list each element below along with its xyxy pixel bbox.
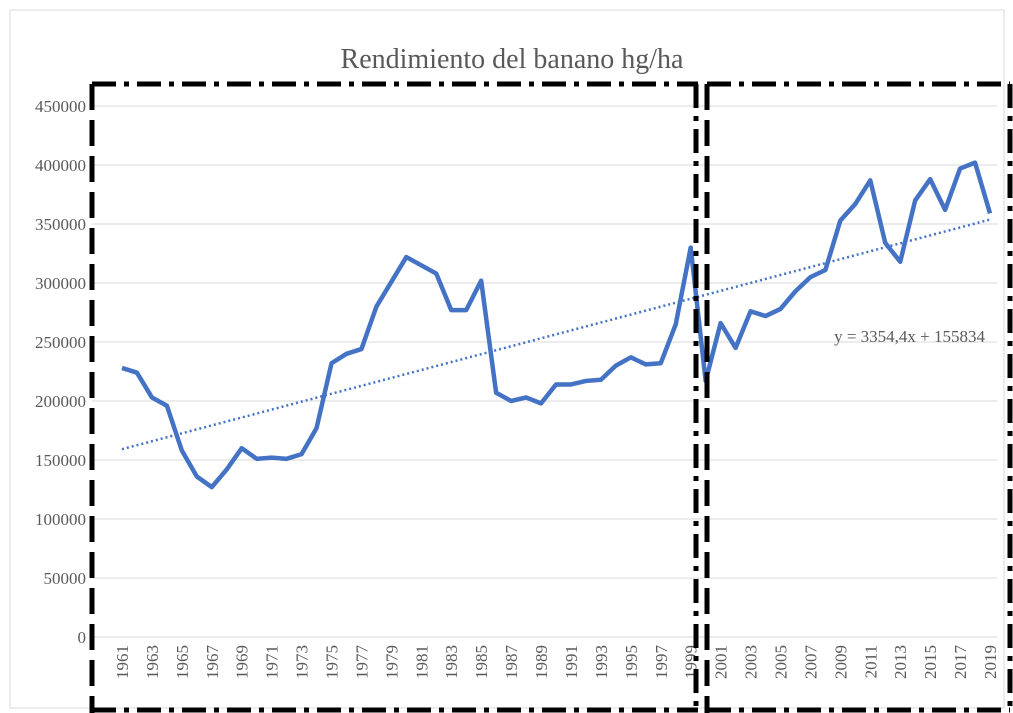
- x-tick-label: 2001: [712, 645, 731, 679]
- x-tick-label: 1977: [352, 645, 371, 680]
- y-tick-label: 100000: [35, 510, 86, 529]
- plot-area: 0 50000 100000 150000 200000 250000 300000 3500…: [35, 97, 1000, 679]
- y-tick-label: 200000: [35, 392, 86, 411]
- overlay-boxes: [89, 81, 1013, 713]
- y-tick-label: 300000: [35, 274, 86, 293]
- y-tick-label: 0: [78, 628, 87, 647]
- x-tick-label: 2015: [921, 645, 940, 679]
- y-tick-label: 400000: [35, 156, 86, 175]
- x-tick-label: 1995: [622, 645, 641, 679]
- x-tick-label: 1975: [323, 645, 342, 679]
- trendline-equation: y = 3354,4x + 155834: [834, 327, 985, 346]
- x-tick-label: 1961: [113, 645, 132, 679]
- x-tick-label: 1973: [293, 645, 312, 679]
- x-tick-label: 1989: [532, 645, 551, 679]
- y-tick-label: 250000: [35, 333, 86, 352]
- chart-border: [9, 9, 1005, 709]
- chart-title: Rendimiento del banano hg/ha: [341, 44, 684, 75]
- y-tick-label: 150000: [35, 451, 86, 470]
- x-tick-label: 2013: [891, 645, 910, 679]
- x-tick-label: 1965: [173, 645, 192, 679]
- x-tick-label: 1969: [233, 645, 252, 679]
- x-tick-label: 2011: [861, 645, 880, 678]
- x-tick-label: 1967: [203, 645, 222, 680]
- x-tick-label: 1985: [472, 645, 491, 679]
- x-tick-label: 1991: [562, 645, 581, 679]
- x-tick-label: 1993: [592, 645, 611, 679]
- x-tick-label: 2017: [951, 645, 970, 680]
- x-tick-label: 1979: [382, 645, 401, 679]
- data-line: [121, 160, 993, 490]
- y-tick-label: 350000: [35, 215, 86, 234]
- x-tick-label: 1963: [143, 645, 162, 679]
- y-tick-label: 450000: [35, 97, 86, 116]
- x-tick-label: 1987: [502, 645, 521, 680]
- x-tick-label: 1983: [442, 645, 461, 679]
- x-tick-label: 1971: [263, 645, 282, 679]
- x-tick-label: 2003: [742, 645, 761, 679]
- x-tick-label: 2019: [981, 645, 1000, 679]
- y-tick-label: 50000: [44, 569, 87, 588]
- x-tick-label: 2005: [771, 645, 790, 679]
- x-tick-label: 2009: [831, 645, 850, 679]
- x-tick-label: 2007: [801, 645, 820, 680]
- x-tick-label: 1997: [652, 645, 671, 680]
- x-tick-label: 1981: [412, 645, 431, 679]
